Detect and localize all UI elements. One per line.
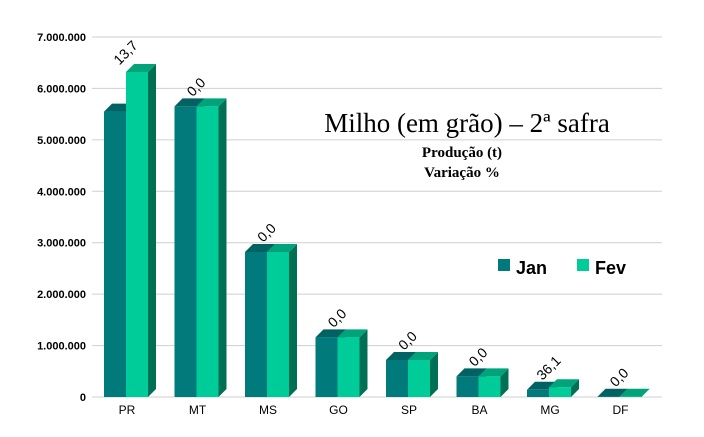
bar-top: [456, 368, 487, 377]
bar-front: [527, 389, 549, 397]
bar-top: [126, 63, 156, 72]
bars: [104, 63, 650, 398]
bar-side: [289, 243, 297, 397]
y-axis-ticks: 0 1.000.000 2.000.000 3.000.000 4.000.000 5.0…: [37, 32, 86, 404]
x-tick-label: DF: [613, 403, 629, 417]
legend-swatch-jan: [498, 259, 510, 271]
bar-top: [337, 329, 368, 338]
y-tick-label: 5.000.000: [37, 135, 86, 147]
bar-top: [597, 388, 628, 397]
x-tick-label: BA: [471, 403, 487, 417]
legend: Jan Fev: [498, 258, 626, 278]
bar-front: [126, 71, 148, 397]
bar-front: [245, 251, 267, 397]
bar-top: [549, 379, 579, 388]
x-tick-label: MT: [189, 403, 207, 417]
bar-fev-pr: [126, 63, 156, 397]
bar-side: [359, 329, 368, 397]
bar-front: [267, 251, 289, 397]
data-label: 0,0: [183, 74, 208, 99]
y-tick-label: 7.000.000: [37, 32, 86, 44]
bar-fev-go: [337, 329, 368, 397]
x-axis-ticks: PR MT MS GO SP BA MG DF: [119, 403, 629, 417]
data-label: 0,0: [606, 365, 631, 390]
bar-front: [408, 359, 430, 397]
y-tick-label: 4.000.000: [37, 186, 86, 198]
x-tick-label: MS: [259, 403, 277, 417]
bar-front: [337, 337, 360, 397]
bar-top: [174, 98, 205, 107]
bar-front: [456, 376, 479, 397]
bar-fev-sp: [408, 351, 438, 397]
data-label: 0,0: [324, 305, 349, 330]
x-tick-label: GO: [329, 403, 348, 417]
data-label: 36,1: [533, 352, 564, 383]
bar-front: [104, 111, 126, 398]
chart-title: Milho (em grão) – 2ª safra: [324, 108, 610, 138]
bar-side: [500, 368, 509, 397]
y-tick-label: 0: [80, 392, 86, 404]
y-tick-label: 1.000.000: [37, 341, 86, 353]
data-label: 0,0: [254, 220, 279, 245]
bar-top: [619, 388, 650, 397]
bar-front: [386, 359, 408, 397]
bar-front: [196, 106, 219, 397]
x-tick-label: PR: [119, 403, 136, 417]
y-tick-label: 6.000.000: [37, 83, 86, 95]
bar-top: [267, 243, 297, 252]
bar-fev-ms: [267, 243, 297, 397]
bar-side: [641, 388, 650, 397]
chart-subtitle-line-1: Produção (t): [422, 145, 502, 161]
bar-side: [148, 63, 156, 397]
chart-subtitle-line-2: Variação %: [424, 165, 500, 181]
bar-side: [571, 379, 579, 397]
bar-top: [478, 368, 509, 377]
bar-front: [315, 337, 338, 397]
data-label: 0,0: [395, 328, 420, 353]
y-tick-label: 2.000.000: [37, 289, 86, 301]
bar-front: [478, 376, 501, 397]
bar-top: [315, 329, 346, 338]
bar-top: [196, 98, 227, 107]
legend-swatch-fev: [577, 259, 589, 271]
data-label: 0,0: [465, 344, 490, 369]
bar-top: [408, 351, 438, 360]
bar-top: [245, 243, 275, 252]
y-tick-label: 3.000.000: [37, 238, 86, 250]
bar-fev-mt: [196, 98, 227, 397]
bar-front: [174, 106, 197, 397]
bar-top: [386, 351, 416, 360]
x-tick-label: MG: [540, 403, 559, 417]
bar-side: [218, 98, 227, 397]
bar-side: [430, 351, 438, 397]
bar-fev-ba: [478, 368, 509, 397]
x-tick-label: SP: [401, 403, 417, 417]
bar-front: [549, 387, 571, 397]
legend-label-fev: Fev: [595, 258, 626, 278]
data-label: 13,7: [110, 37, 141, 68]
legend-label-jan: Jan: [516, 258, 547, 278]
bar-fev-mg: [549, 379, 579, 397]
bar-fev-df: [619, 388, 650, 397]
